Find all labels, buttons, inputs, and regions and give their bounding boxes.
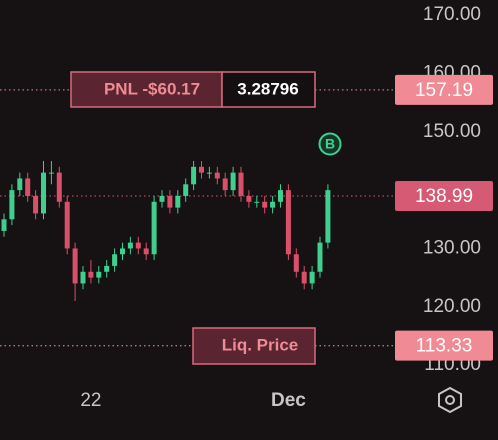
pnl-box[interactable]: PNL -$60.17 3.28796 <box>70 71 316 108</box>
y-tick-label: 170.00 <box>423 4 481 25</box>
liq-label-box <box>192 327 316 365</box>
candle-body <box>96 271 102 278</box>
axes: 110.00120.00130.00140.00150.00160.00170.… <box>80 4 493 411</box>
candle-body <box>285 190 291 255</box>
candle-body <box>33 195 39 214</box>
candle-body <box>127 242 133 249</box>
candle-body <box>301 271 307 284</box>
candle-body <box>104 265 110 272</box>
candle-body <box>191 166 197 185</box>
candle-body <box>151 201 157 255</box>
candle-body <box>9 190 15 220</box>
candle-body <box>238 172 244 196</box>
candle-body <box>135 242 141 249</box>
candle-body <box>25 178 31 196</box>
candle-body <box>72 248 78 284</box>
y-tick-label: 130.00 <box>423 237 481 258</box>
candle-body <box>246 195 252 202</box>
candle-body <box>143 248 149 255</box>
pnl-label: PNL -$60.17 <box>104 79 200 98</box>
candle-body <box>199 166 204 173</box>
marker-label: B <box>325 136 335 152</box>
price-label-box <box>395 330 493 361</box>
candle-body <box>206 172 212 174</box>
candle-body <box>278 190 283 202</box>
candle-body <box>183 184 189 196</box>
price-label-box <box>395 74 493 105</box>
y-tick-label: 150.00 <box>423 121 481 142</box>
candle-body <box>309 271 315 284</box>
hexagon-center <box>445 395 455 405</box>
candle-body <box>167 195 173 208</box>
candle-body <box>1 219 7 231</box>
candle-body <box>120 248 125 255</box>
candle-body <box>230 172 236 191</box>
candle-body <box>175 195 181 208</box>
price-label-box <box>395 181 493 212</box>
candles <box>1 160 331 301</box>
candle-body <box>254 201 260 203</box>
y-tick-label: 120.00 <box>423 296 481 317</box>
price-label: 113.33 <box>416 336 473 357</box>
candle-body <box>48 172 54 174</box>
candle-body <box>222 178 228 191</box>
candle-body <box>325 190 331 243</box>
liq-box[interactable]: Liq. Price <box>192 327 316 365</box>
buy-marker[interactable]: B <box>318 132 342 156</box>
candle-body <box>317 242 323 272</box>
x-tick-label: Dec <box>271 390 306 411</box>
candle-body <box>112 254 118 266</box>
candle-body <box>293 254 299 272</box>
marker-circle <box>318 132 342 156</box>
liq-label: Liq. Price <box>222 335 299 354</box>
pnl-value-box <box>221 71 316 108</box>
candle-body <box>270 201 276 208</box>
price-label: 138.99 <box>415 186 473 207</box>
price-label: 157.19 <box>415 80 473 101</box>
candle-body <box>214 172 220 179</box>
candle-body <box>17 178 23 191</box>
candle-body <box>64 201 70 249</box>
hexagon <box>438 386 462 414</box>
candle-body <box>159 195 165 202</box>
candle-body <box>56 172 62 202</box>
candle-body <box>88 271 94 278</box>
settings-icon[interactable] <box>438 386 462 414</box>
candle-body <box>262 201 268 208</box>
pnl-value: 3.28796 <box>237 79 298 98</box>
candle-body <box>41 172 46 214</box>
candle-body <box>80 271 86 284</box>
x-tick-label: 22 <box>80 390 101 411</box>
